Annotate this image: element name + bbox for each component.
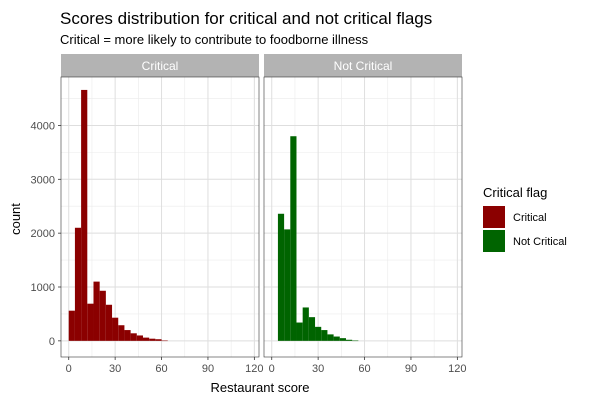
histogram-bar — [155, 339, 162, 341]
histogram-bar — [339, 338, 346, 341]
y-tick-label: 2000 — [31, 228, 55, 240]
histogram-bar — [345, 339, 353, 341]
panel-border — [263, 76, 463, 358]
x-tick-label: 90 — [405, 363, 417, 375]
facet-panel-not-critical: Not Critical 0 30 60 90 120 — [263, 54, 467, 375]
y-tick-label: 0 — [49, 336, 55, 348]
histogram-bar — [93, 281, 100, 341]
histogram-bar — [149, 338, 156, 341]
panel-background — [264, 77, 462, 357]
histogram-bar — [105, 304, 113, 341]
histogram-bar — [112, 317, 119, 341]
histogram-bar — [74, 227, 82, 341]
legend: Critical flag Critical Not Critical — [483, 185, 567, 252]
histogram-bar — [277, 213, 285, 341]
legend-item-not-critical: Not Critical — [483, 230, 567, 252]
histogram-bar — [296, 322, 303, 341]
histogram-bar — [118, 325, 125, 341]
histogram-bar — [142, 337, 150, 341]
histogram-bar — [352, 340, 359, 342]
y-tick-label: 3000 — [31, 174, 55, 186]
legend-title: Critical flag — [483, 185, 547, 200]
histogram-bar — [161, 340, 168, 342]
x-tick-label: 0 — [269, 363, 275, 375]
histogram-bar — [136, 335, 143, 341]
x-tick-label: 120 — [448, 363, 466, 375]
histogram-bar — [333, 336, 340, 341]
histogram-bar — [327, 334, 334, 341]
histogram-bar — [130, 333, 137, 341]
x-axis-title: Restaurant score — [211, 380, 310, 395]
histogram-bar — [124, 330, 131, 341]
histogram-bar — [68, 310, 75, 341]
panel-border — [60, 76, 260, 358]
x-tick-label: 30 — [109, 363, 121, 375]
y-tick-label: 4000 — [31, 120, 55, 132]
legend-swatch — [483, 206, 505, 228]
x-tick-label: 90 — [202, 363, 214, 375]
legend-swatch — [483, 230, 505, 252]
chart-title: Scores distribution for critical and not… — [60, 9, 432, 28]
x-tick-label: 0 — [66, 363, 72, 375]
facet-strip-label: Not Critical — [334, 59, 393, 73]
histogram-bar — [87, 303, 94, 341]
histogram-bar — [302, 307, 309, 341]
chart-subtitle: Critical = more likely to contribute to … — [60, 32, 369, 47]
histogram-bar — [308, 317, 316, 341]
facet-strip-label: Critical — [142, 59, 179, 73]
y-tick-label: 1000 — [31, 282, 55, 294]
legend-item-critical: Critical — [483, 206, 547, 228]
histogram-bar — [321, 330, 328, 341]
histogram-bar — [290, 136, 297, 341]
legend-label: Not Critical — [513, 236, 567, 248]
histogram-bar — [99, 290, 106, 341]
facet-strip-not-critical — [264, 54, 462, 77]
legend-label: Critical — [513, 212, 547, 224]
x-tick-label: 60 — [155, 363, 167, 375]
facet-strip-critical — [61, 54, 259, 77]
facet-panel-critical: Critical 0 30 60 90 120 0 1000 2000 3000 4000 — [31, 54, 264, 375]
histogram-bar — [81, 89, 88, 341]
x-tick-label: 60 — [358, 363, 370, 375]
x-tick-label: 120 — [245, 363, 263, 375]
facet-panels: Critical 0 30 60 90 120 0 1000 2000 3000 4000 Not C… — [31, 54, 467, 375]
x-tick-label: 30 — [312, 363, 324, 375]
y-axis-title: count — [8, 203, 23, 235]
histogram-bar — [284, 229, 291, 341]
histogram-bar — [315, 326, 322, 341]
